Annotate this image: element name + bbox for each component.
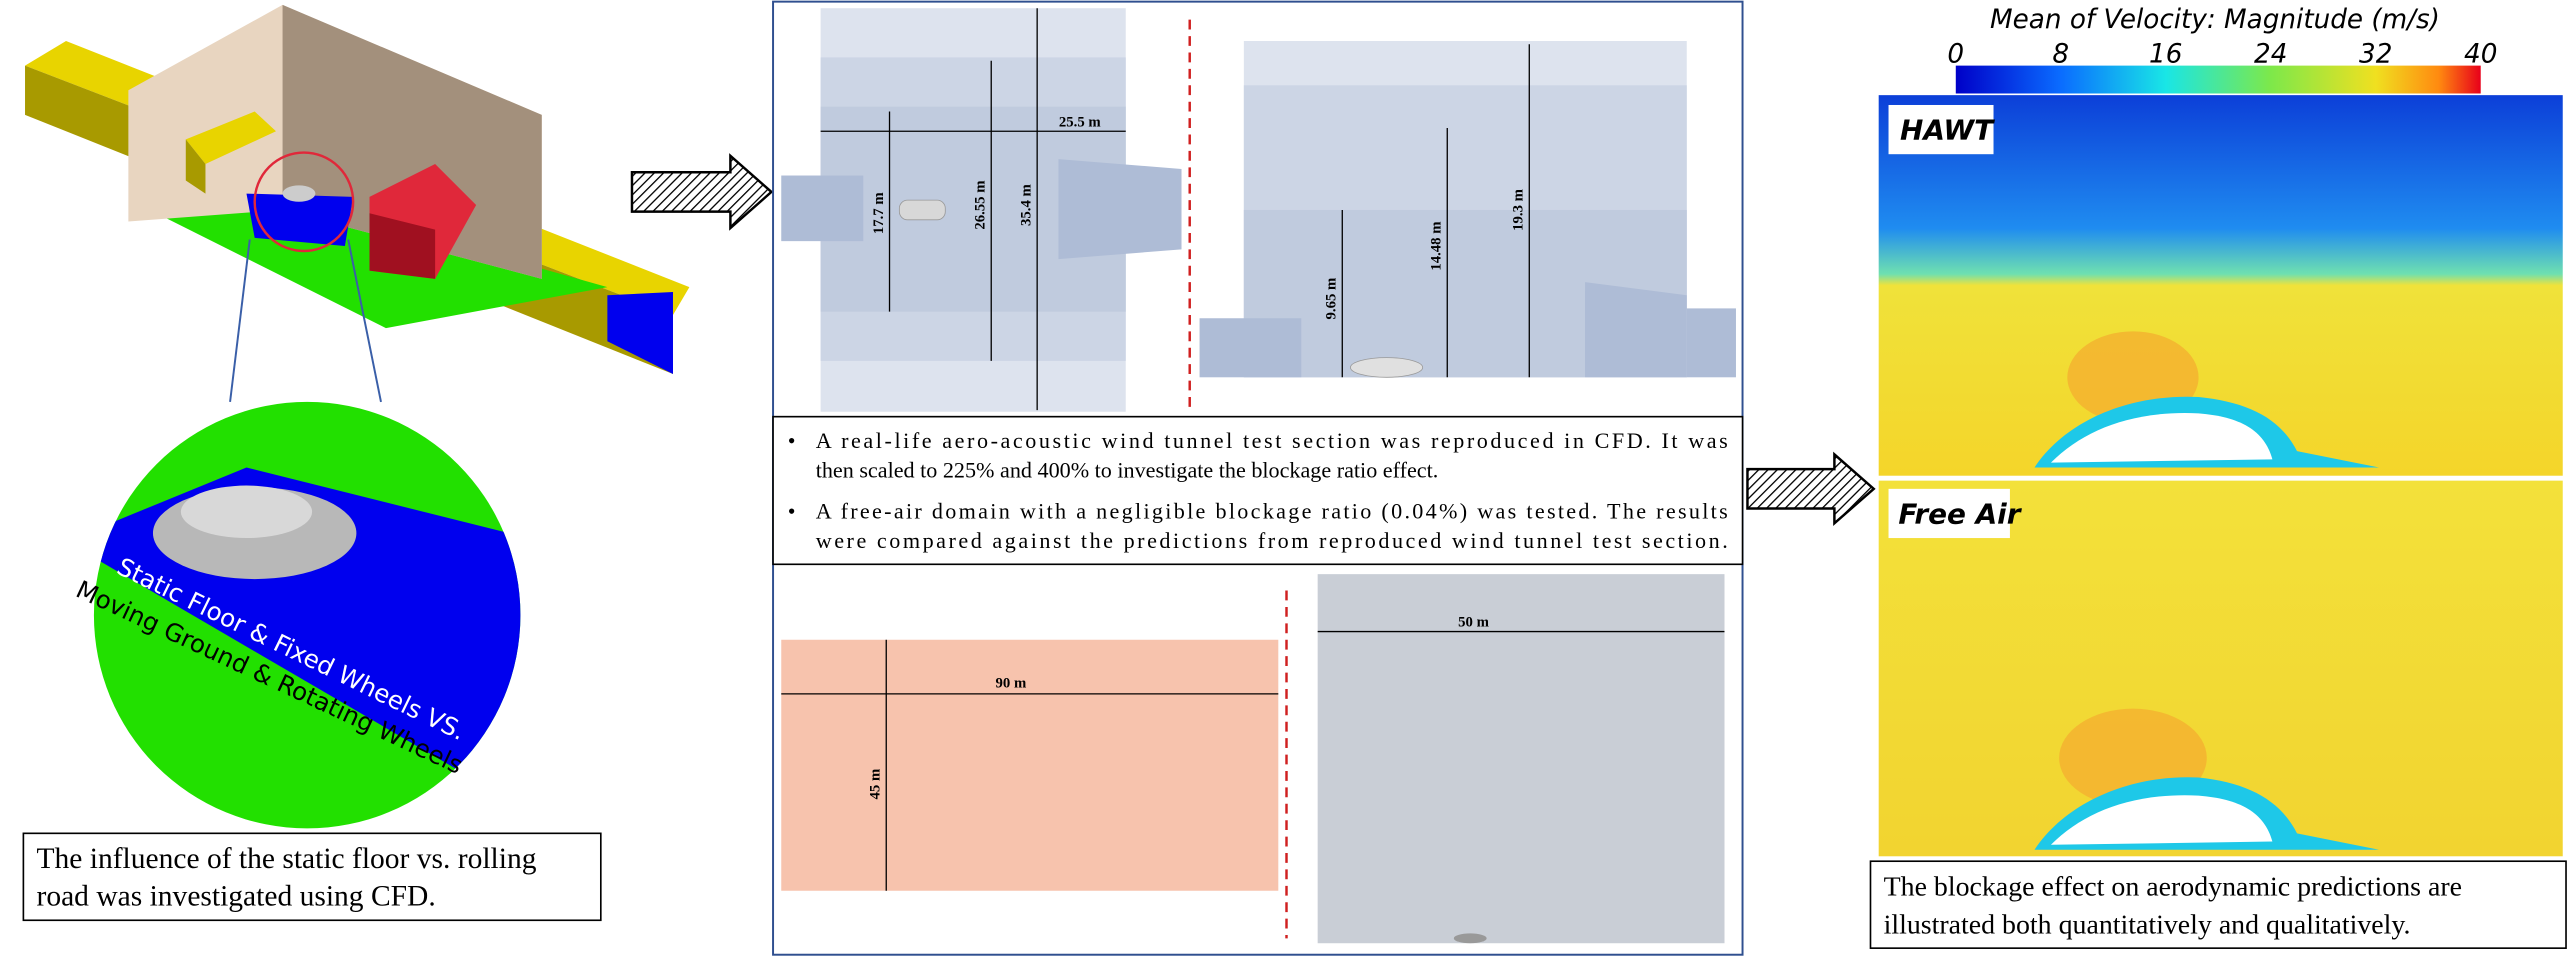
panel-label: Free Air [1898,497,2022,530]
bullet-text: A free-air domain with a negligible bloc… [816,498,1728,523]
colorbar-tick-label: 40 [2464,39,2497,69]
colorbar-tick-label: 32 [2359,39,2392,69]
dimension: 14.48 m [1429,221,1445,271]
top-left-domain: 25.5 m 17.7 m 26.55 m 35.4 m [781,8,1182,412]
bullet-text: then scaled to 225% and 400% to investig… [816,457,1439,482]
zoom-circle: Static Floor & Fixed Wheels VS. Moving G… [72,401,521,829]
arrow [1746,451,1876,527]
colorbar-tick-label: 8 [2052,39,2069,69]
colorbar-tick-label: 0 [1947,39,1964,69]
panel-label-box [1888,488,2010,539]
bullet-text: were compared against the predictions fr… [816,528,1728,553]
caption-box [1869,860,2567,949]
bullets: • A real-life aero-acoustic wind tunnel … [788,428,1728,553]
tunnel-3d [25,4,690,403]
caption: The influence of the static floor vs. ro… [37,843,537,875]
colorbar [1955,65,2481,94]
colorbar-tick-label: 16 [2149,39,2182,69]
colorbar-tick-label: 24 [2254,39,2287,69]
dimension: 9.65 m [1324,277,1340,320]
dimension: 45 m [868,768,884,799]
dimension: 19.3 m [1511,188,1527,231]
caption-box [22,832,602,922]
top-right-domain: 9.65 m 14.48 m 19.3 m [1199,41,1736,378]
contour-hawt: HAWT [1878,95,2563,476]
panel-label: HAWT [1900,113,1995,146]
dimension: 17.7 m [871,192,887,235]
arrow [630,153,774,231]
bullet-text: A real-life aero-acoustic wind tunnel te… [816,428,1728,453]
bottom-left-domain: 90 m 45 m [781,639,1279,891]
bullet-box [772,415,1744,566]
caption: road was investigated using CFD. [37,881,436,913]
panel-label-box [1888,104,1994,155]
dimension: 90 m [996,675,1027,691]
caption: illustrated both quantitatively and qual… [1884,909,2411,940]
contour-free-air: Free Air [1878,480,2563,857]
bullet-dot: • [788,498,796,523]
bottom-right-domain: 50 m [1317,574,1725,944]
colorbar-title: Mean of Velocity: Magnitude (m/s) [1990,5,2440,35]
caption: The blockage effect on aerodynamic predi… [1884,872,2462,903]
dimension: 50 m [1458,615,1489,631]
dimension: 26.55 m [973,180,989,230]
dimension: 35.4 m [1019,183,1035,226]
bullet-dot: • [788,428,796,453]
dimension: 25.5 m [1059,114,1102,130]
